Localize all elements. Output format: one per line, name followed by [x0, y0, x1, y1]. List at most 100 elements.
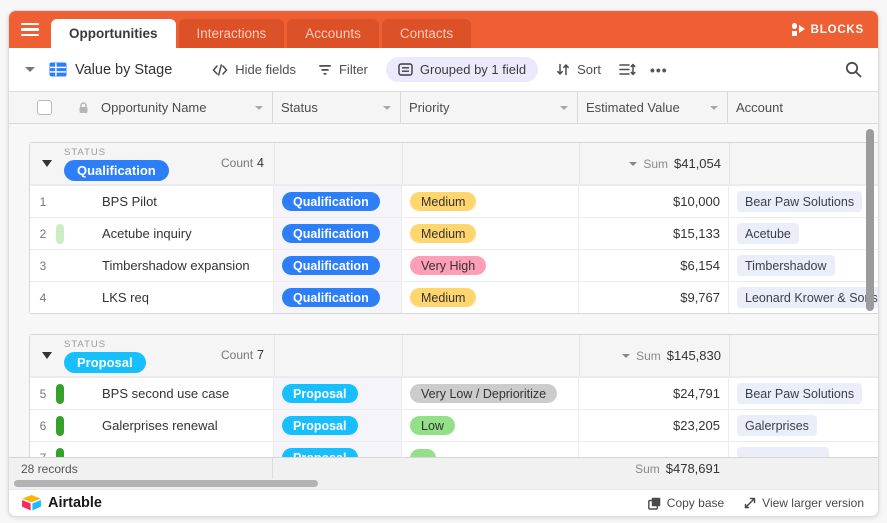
search-icon[interactable] — [845, 61, 862, 78]
cell-opportunity-name[interactable]: Timbershadow expansion — [92, 250, 274, 281]
view-sidebar-toggle-icon[interactable] — [25, 67, 35, 72]
cell-opportunity-name[interactable]: BPS Pilot — [92, 186, 274, 217]
chevron-down-icon[interactable] — [710, 106, 718, 110]
vertical-scrollbar[interactable] — [866, 129, 874, 311]
cell-opportunity-name[interactable]: LKS req — [92, 282, 274, 313]
cell-account[interactable]: Acetube — [729, 218, 878, 249]
sum-dropdown-icon[interactable] — [622, 353, 631, 358]
cell-priority[interactable]: Medium — [402, 186, 579, 217]
cell-estimated-value[interactable]: $23,205 — [579, 410, 729, 441]
cell-account[interactable]: Leonard Krower & Sons — [729, 282, 878, 313]
group-sum[interactable]: Sum $145,830 — [579, 335, 729, 376]
sum-dropdown-icon[interactable] — [629, 161, 638, 166]
color-bar — [56, 223, 64, 244]
collapse-group-icon[interactable] — [42, 352, 52, 359]
cell-status[interactable]: Qualification — [274, 218, 402, 249]
row-number: 5 — [39, 386, 47, 401]
view-name[interactable]: Value by Stage — [75, 61, 173, 78]
cell-estimated-value[interactable]: $24,791 — [579, 378, 729, 409]
color-bar — [56, 383, 64, 404]
table-row[interactable]: 4 LKS req Qualification Medium $9,767 Le… — [30, 281, 878, 313]
filter-button[interactable]: Filter — [318, 62, 368, 77]
cell-priority[interactable] — [402, 442, 579, 457]
tab-contacts[interactable]: Contacts — [381, 19, 472, 48]
group-header: STATUS Qualification Count 4 Sum $41,054 — [30, 143, 878, 185]
cell-account[interactable] — [729, 442, 878, 457]
table-row[interactable]: 1 BPS Pilot Qualification Medium $10,000… — [30, 185, 878, 217]
color-bar — [56, 192, 64, 212]
row-number: 1 — [39, 194, 47, 209]
chevron-down-icon[interactable] — [560, 106, 568, 110]
airtable-embed: Opportunities Interactions Accounts Cont… — [8, 10, 879, 517]
column-header-status[interactable]: Status — [273, 92, 401, 123]
expand-icon — [744, 497, 756, 509]
group-value-pill[interactable]: Proposal — [64, 351, 146, 373]
group-sum[interactable]: Sum $41,054 — [579, 143, 729, 184]
grid-view-icon — [49, 62, 67, 77]
tab-interactions[interactable]: Interactions — [178, 19, 285, 48]
copy-base-button[interactable]: Copy base — [647, 496, 724, 510]
view-larger-button[interactable]: View larger version — [744, 496, 864, 510]
table-row[interactable]: 7 Proposal — [30, 441, 878, 457]
table-row[interactable]: 5 BPS second use case Proposal Very Low … — [30, 377, 878, 409]
cell-account[interactable]: Bear Paw Solutions — [729, 378, 878, 409]
cell-estimated-value[interactable]: $6,154 — [579, 250, 729, 281]
group-proposal: STATUS Proposal Count 7 Sum $145,830 5 BP… — [29, 334, 878, 457]
cell-status[interactable]: Qualification — [274, 282, 402, 313]
tab-opportunities[interactable]: Opportunities — [51, 19, 176, 48]
column-header-estimated-value[interactable]: Estimated Value — [578, 92, 728, 123]
cell-opportunity-name[interactable]: BPS second use case — [92, 378, 274, 409]
horizontal-scrollbar[interactable] — [14, 480, 318, 487]
column-header-priority[interactable]: Priority — [401, 92, 578, 123]
column-header-opportunity-name[interactable]: Opportunity Name — [91, 92, 273, 123]
airtable-home-link[interactable]: Airtable — [21, 494, 102, 512]
hide-fields-button[interactable]: Hide fields — [212, 62, 296, 77]
status-bar: 28 records Sum $478,691 — [9, 457, 878, 479]
cell-priority[interactable]: Very Low / Deprioritize — [402, 378, 579, 409]
row-height-button[interactable] — [619, 63, 636, 76]
row-number: 7 — [32, 451, 54, 458]
cell-opportunity-name[interactable]: Galerprises renewal — [92, 410, 274, 441]
group-button[interactable]: Grouped by 1 field — [385, 57, 539, 82]
cell-account[interactable]: Timbershadow — [729, 250, 878, 281]
cell-account[interactable]: Bear Paw Solutions — [729, 186, 878, 217]
cell-status[interactable]: Qualification — [274, 186, 402, 217]
cell-estimated-value[interactable]: $15,133 — [579, 218, 729, 249]
sort-button[interactable]: Sort — [556, 62, 601, 77]
cell-opportunity-name[interactable]: Acetube inquiry — [92, 218, 274, 249]
cell-status[interactable]: Proposal — [274, 410, 402, 441]
cell-priority[interactable]: Very High — [402, 250, 579, 281]
select-all-checkbox[interactable] — [37, 100, 52, 115]
table-row[interactable]: 6 Galerprises renewal Proposal Low $23,2… — [30, 409, 878, 441]
table-row[interactable]: 3 Timbershadow expansion Qualification V… — [30, 249, 878, 281]
cell-priority[interactable]: Low — [402, 410, 579, 441]
cell-status[interactable]: Proposal — [274, 442, 402, 457]
cell-priority[interactable]: Medium — [402, 218, 579, 249]
cell-priority[interactable]: Medium — [402, 282, 579, 313]
chevron-down-icon[interactable] — [255, 106, 263, 110]
cell-status[interactable]: Proposal — [274, 378, 402, 409]
blocks-button[interactable]: BLOCKS — [791, 23, 864, 36]
row-number: 2 — [39, 226, 47, 241]
row-number: 3 — [39, 258, 47, 273]
cell-estimated-value[interactable]: $10,000 — [579, 186, 729, 217]
cell-account[interactable]: Galerprises — [729, 410, 878, 441]
cell-status[interactable]: Qualification — [274, 250, 402, 281]
tab-accounts[interactable]: Accounts — [287, 19, 379, 48]
more-options-button[interactable]: ••• — [649, 61, 668, 78]
cell-estimated-value[interactable] — [579, 442, 729, 457]
cell-estimated-value[interactable]: $9,767 — [579, 282, 729, 313]
group-header: STATUS Proposal Count 7 Sum $145,830 — [30, 335, 878, 377]
embed-footer: Airtable Copy base View larger version — [9, 489, 878, 516]
menu-icon[interactable] — [21, 22, 39, 37]
row-number: 6 — [39, 418, 47, 433]
chevron-down-icon[interactable] — [383, 106, 391, 110]
group-count: Count 7 — [221, 348, 264, 362]
table-body: STATUS Qualification Count 4 Sum $41,054 … — [9, 124, 878, 457]
group-value-pill[interactable]: Qualification — [64, 159, 169, 181]
row-height-icon — [619, 63, 636, 76]
column-header-account[interactable]: Account — [736, 100, 783, 115]
table-row[interactable]: 2 Acetube inquiry Qualification Medium $… — [30, 217, 878, 249]
cell-opportunity-name[interactable] — [92, 442, 274, 457]
collapse-group-icon[interactable] — [42, 160, 52, 167]
